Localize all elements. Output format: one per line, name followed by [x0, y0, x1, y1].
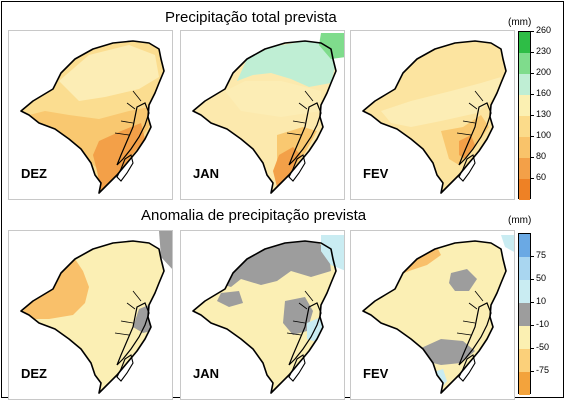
coastal-lines	[456, 290, 484, 336]
month-label: FEV	[363, 166, 389, 181]
map-panel-total-dez: DEZ	[8, 30, 173, 200]
state-map	[9, 31, 172, 199]
legend-tick-label: 230	[536, 46, 552, 56]
state-map	[181, 231, 344, 399]
month-label: JAN	[193, 366, 220, 381]
field-region	[59, 45, 159, 101]
state-map	[351, 31, 514, 199]
field-region-outside	[319, 33, 344, 59]
month-label: DEZ	[21, 166, 47, 181]
state-outline	[192, 40, 337, 194]
legend-tick	[530, 371, 534, 372]
state-map	[351, 231, 514, 399]
coastal-lines	[114, 90, 142, 136]
legend-tick-label: 130	[536, 109, 552, 119]
legend-tick	[530, 302, 534, 303]
section-title-total: Precipitação total prevista	[165, 9, 337, 26]
field-region-outside	[501, 235, 514, 252]
legend-swatch	[519, 303, 530, 326]
legend-tick-label: 10	[536, 296, 547, 306]
legend-tick-label: -75	[536, 365, 550, 375]
state-outline	[192, 240, 337, 394]
legend-tick-label: -10	[536, 319, 550, 329]
field-region	[273, 147, 301, 187]
legend-unit: (mm)	[508, 215, 532, 226]
map-panel-anomaly-dez: DEZ	[8, 230, 173, 400]
legend-tick	[530, 348, 534, 349]
field-region	[237, 41, 336, 87]
legend-tick-label: 200	[536, 67, 552, 77]
coastal-lines	[286, 90, 314, 136]
legend-swatch	[519, 280, 530, 303]
legend-swatch	[519, 53, 530, 74]
legend-tick-label: -50	[536, 342, 550, 352]
legend-tick	[530, 115, 534, 116]
field-region	[217, 291, 243, 307]
legend-swatch	[519, 372, 530, 395]
legend-swatch	[519, 116, 530, 137]
month-label: JAN	[193, 166, 220, 181]
legend-tick	[530, 94, 534, 95]
legend-tick	[530, 256, 534, 257]
map-panel-total-jan: JAN	[180, 30, 345, 200]
state-outline	[362, 240, 507, 394]
legend-swatch	[519, 32, 530, 53]
legend-tick-label: 60	[536, 172, 547, 182]
state-map	[181, 31, 344, 199]
field-region	[449, 269, 477, 291]
legend-tick-label: 100	[536, 130, 552, 140]
legend-swatch	[519, 179, 530, 200]
legend-tick-label: 160	[536, 88, 552, 98]
legend-unit: (mm)	[508, 17, 532, 28]
field-region-outside	[159, 231, 172, 269]
state-map	[9, 231, 172, 399]
legend-tick	[530, 52, 534, 53]
legend-swatch	[519, 326, 530, 349]
map-panel-anomaly-jan: JAN	[180, 230, 345, 400]
legend-swatch	[519, 257, 530, 280]
legend-tick	[530, 73, 534, 74]
legend-tick	[530, 279, 534, 280]
map-panel-total-fev: FEV	[350, 30, 515, 200]
legend-tick-label: 260	[536, 25, 552, 35]
legend-swatch	[519, 74, 530, 95]
coastal-lines	[286, 290, 314, 336]
legend-swatch	[519, 349, 530, 372]
legend-total: (mm) 260 230 200 160 130 100 80 60	[506, 17, 556, 202]
legend-color-bar	[518, 233, 531, 395]
legend-swatch	[519, 95, 530, 116]
legend-tick	[530, 31, 534, 32]
legend-swatch	[519, 137, 530, 158]
legend-tick-label: 75	[536, 250, 547, 260]
state-outline	[362, 40, 507, 194]
month-label: DEZ	[21, 366, 47, 381]
map-panel-anomaly-fev: FEV	[350, 230, 515, 400]
field-region	[381, 77, 501, 127]
legend-tick	[530, 178, 534, 179]
legend-anomaly: (mm) 75 50 10 -10 -50 -75	[506, 215, 556, 395]
field-region	[225, 81, 321, 117]
legend-tick	[530, 325, 534, 326]
legend-tick-label: 50	[536, 273, 547, 283]
field-region	[23, 259, 89, 319]
legend-tick	[530, 136, 534, 137]
legend-swatch	[519, 234, 530, 257]
section-title-anomaly: Anomalia de precipitação prevista	[141, 207, 367, 224]
legend-swatch	[519, 158, 530, 179]
legend-tick-label: 80	[536, 151, 547, 161]
coastal-lines	[456, 90, 484, 136]
coastal-lines	[114, 290, 142, 336]
field-region	[93, 123, 145, 191]
month-label: FEV	[363, 366, 389, 381]
state-outline	[20, 240, 165, 394]
legend-tick	[530, 157, 534, 158]
state-outline	[20, 40, 165, 194]
